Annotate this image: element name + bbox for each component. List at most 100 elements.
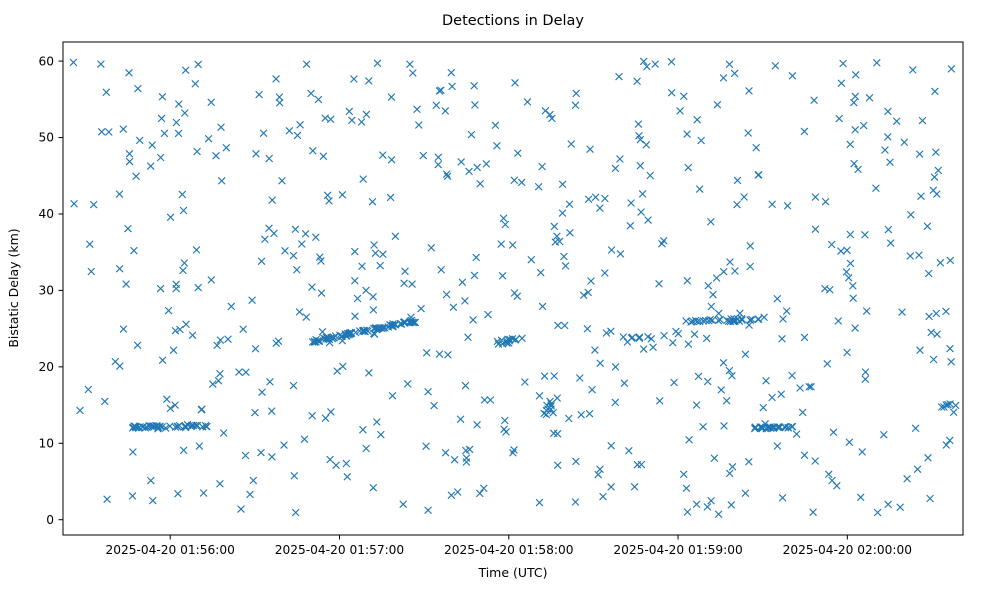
scatter-point — [259, 129, 268, 137]
scatter-point — [518, 334, 526, 342]
scatter-point — [538, 162, 546, 171]
scatter-point — [149, 422, 157, 430]
scatter-point — [371, 249, 380, 257]
scatter-point — [448, 82, 456, 91]
scatter-point — [172, 284, 180, 293]
scatter-point — [611, 164, 620, 173]
scatter-point — [87, 267, 95, 276]
scatter-point — [571, 498, 580, 506]
scatter-point — [634, 120, 643, 128]
scatter-point — [368, 198, 377, 206]
scatter-point — [837, 79, 846, 87]
scatter-point — [768, 393, 776, 402]
scatter-point — [361, 327, 369, 336]
scatter-point — [216, 336, 225, 344]
scatter-point — [754, 171, 762, 179]
scatter-point — [332, 461, 340, 469]
scatter-point — [195, 442, 204, 450]
scatter-point — [693, 116, 701, 124]
y-axis-label: Bistatic Delay (km) — [6, 228, 21, 347]
scatter-point — [900, 138, 908, 146]
scatter-point — [149, 496, 157, 505]
scatter-point — [183, 420, 192, 429]
scatter-point — [379, 151, 387, 159]
scatter-point — [644, 333, 652, 341]
scatter-point — [296, 121, 304, 129]
scatter-point — [863, 307, 871, 315]
scatter-point — [611, 398, 619, 407]
scatter-point — [353, 294, 362, 303]
scatter-point — [270, 229, 278, 238]
scatter-point — [158, 93, 167, 101]
scatter-point — [884, 133, 892, 141]
scatter-point — [387, 93, 396, 101]
scatter-point — [456, 415, 465, 423]
scatter-point — [480, 484, 488, 492]
scatter-point — [707, 218, 715, 226]
scatter-point — [508, 335, 517, 343]
scatter-point — [435, 350, 444, 358]
scatter-point — [566, 229, 574, 237]
scatter-point — [372, 324, 380, 332]
scatter-point — [241, 451, 250, 460]
scatter-point — [911, 424, 920, 432]
scatter-point — [343, 473, 351, 481]
scatter-point — [851, 92, 859, 101]
scatter-point — [509, 449, 517, 457]
scatter-point — [916, 346, 924, 354]
scatter-point — [931, 87, 939, 96]
scatter-point — [733, 200, 741, 209]
scatter-point — [825, 470, 833, 478]
scatter-point — [784, 424, 793, 432]
scatter-point — [728, 372, 736, 380]
scatter-point — [619, 333, 627, 341]
scatter-point — [386, 193, 395, 202]
scatter-point — [800, 127, 809, 136]
scatter-point — [704, 282, 712, 290]
scatter-point — [651, 60, 659, 68]
scatter-point — [480, 396, 489, 404]
scatter-point — [268, 407, 276, 415]
scatter-point — [391, 232, 400, 240]
scatter-point — [725, 366, 734, 375]
scatter-point — [846, 259, 855, 268]
scatter-point — [348, 116, 356, 124]
scatter-point — [638, 190, 647, 198]
scatter-point — [171, 327, 180, 335]
scatter-point — [549, 409, 557, 417]
scatter-point — [310, 337, 319, 346]
scatter-point — [800, 451, 809, 459]
chart-title: Detections in Delay — [442, 13, 584, 29]
scatter-point — [916, 150, 924, 158]
scatter-point — [783, 202, 792, 210]
scatter-point — [501, 416, 509, 425]
y-tick-label: 40 — [38, 207, 54, 221]
scatter-point — [400, 318, 408, 326]
scatter-point — [607, 246, 616, 254]
scatter-point — [365, 77, 373, 85]
scatter-point — [302, 313, 310, 321]
scatter-point — [544, 405, 552, 413]
scatter-point — [473, 421, 481, 429]
scatter-point — [746, 242, 754, 250]
scatter-point — [929, 186, 937, 194]
scatter-point — [175, 100, 183, 108]
scatter-point — [553, 394, 561, 402]
scatter-point — [308, 283, 316, 291]
scatter-point — [293, 131, 302, 140]
scatter-point — [580, 291, 588, 299]
scatter-point — [635, 333, 644, 341]
scatter-point — [218, 177, 226, 185]
scatter-point — [176, 325, 184, 334]
scatter-point — [696, 185, 704, 193]
scatter-point — [602, 329, 611, 337]
scatter-point — [275, 93, 284, 101]
scatter-point — [667, 58, 676, 66]
scatter-point — [406, 60, 414, 68]
scatter-point — [660, 331, 668, 340]
scatter-point — [561, 262, 570, 270]
scatter-point — [281, 247, 289, 255]
scatter-point — [198, 423, 207, 431]
x-axis-label: Time (UTC) — [477, 565, 547, 580]
scatter-point — [934, 166, 942, 175]
